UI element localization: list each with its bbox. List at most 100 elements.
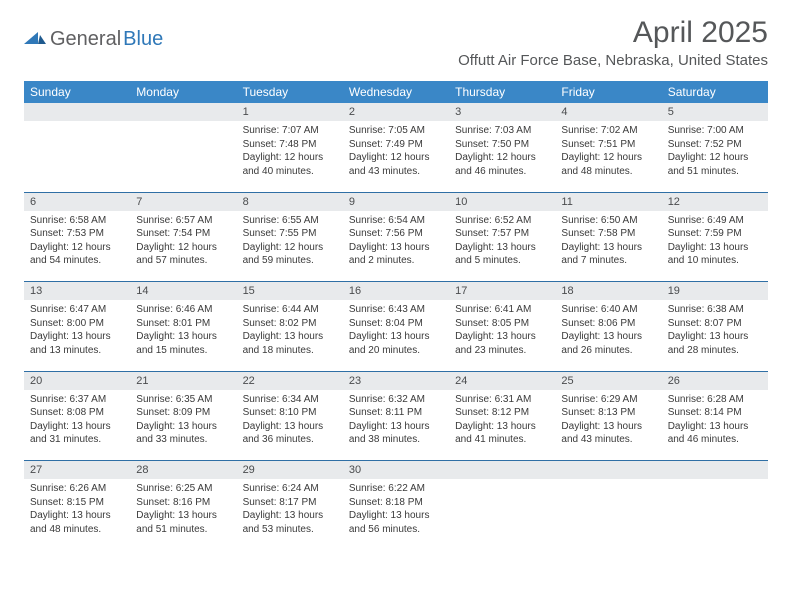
- day-details: Sunrise: 7:03 AMSunset: 7:50 PMDaylight:…: [449, 121, 555, 184]
- day-details: Sunrise: 7:02 AMSunset: 7:51 PMDaylight:…: [555, 121, 661, 184]
- calendar-day-cell: 7Sunrise: 6:57 AMSunset: 7:54 PMDaylight…: [130, 193, 236, 282]
- day-number: 21: [130, 372, 236, 390]
- day-number: 4: [555, 103, 661, 121]
- day-details: Sunrise: 6:47 AMSunset: 8:00 PMDaylight:…: [24, 300, 130, 363]
- day-number: 16: [343, 282, 449, 300]
- calendar-week-row: 27Sunrise: 6:26 AMSunset: 8:15 PMDayligh…: [24, 461, 768, 550]
- calendar-day-cell: 30Sunrise: 6:22 AMSunset: 8:18 PMDayligh…: [343, 461, 449, 550]
- day-details: Sunrise: 6:24 AMSunset: 8:17 PMDaylight:…: [237, 479, 343, 542]
- calendar-week-row: 1Sunrise: 7:07 AMSunset: 7:48 PMDaylight…: [24, 103, 768, 192]
- day-number: 14: [130, 282, 236, 300]
- day-number: 20: [24, 372, 130, 390]
- calendar-day-cell: 24Sunrise: 6:31 AMSunset: 8:12 PMDayligh…: [449, 372, 555, 461]
- day-details: Sunrise: 7:05 AMSunset: 7:49 PMDaylight:…: [343, 121, 449, 184]
- day-details: Sunrise: 6:49 AMSunset: 7:59 PMDaylight:…: [662, 211, 768, 274]
- day-number: 26: [662, 372, 768, 390]
- day-number-bar: [662, 461, 768, 479]
- logo-word-1: General: [50, 28, 121, 51]
- calendar-day-cell: 10Sunrise: 6:52 AMSunset: 7:57 PMDayligh…: [449, 193, 555, 282]
- day-details: Sunrise: 7:00 AMSunset: 7:52 PMDaylight:…: [662, 121, 768, 184]
- weekday-header: Wednesday: [343, 81, 449, 103]
- calendar-day-cell: 19Sunrise: 6:38 AMSunset: 8:07 PMDayligh…: [662, 282, 768, 371]
- day-number: 15: [237, 282, 343, 300]
- day-details: Sunrise: 6:54 AMSunset: 7:56 PMDaylight:…: [343, 211, 449, 274]
- calendar-day-cell: 12Sunrise: 6:49 AMSunset: 7:59 PMDayligh…: [662, 193, 768, 282]
- day-number: 23: [343, 372, 449, 390]
- day-number: 25: [555, 372, 661, 390]
- day-number: 3: [449, 103, 555, 121]
- calendar-week-row: 6Sunrise: 6:58 AMSunset: 7:53 PMDaylight…: [24, 193, 768, 282]
- day-number: 1: [237, 103, 343, 121]
- day-number-bar: [449, 461, 555, 479]
- calendar-table: SundayMondayTuesdayWednesdayThursdayFrid…: [24, 81, 768, 550]
- page-title: April 2025: [458, 16, 768, 50]
- day-number: 17: [449, 282, 555, 300]
- day-number: 2: [343, 103, 449, 121]
- day-details: Sunrise: 6:22 AMSunset: 8:18 PMDaylight:…: [343, 479, 449, 542]
- day-number: 19: [662, 282, 768, 300]
- calendar-day-cell: 14Sunrise: 6:46 AMSunset: 8:01 PMDayligh…: [130, 282, 236, 371]
- calendar-week-row: 13Sunrise: 6:47 AMSunset: 8:00 PMDayligh…: [24, 282, 768, 371]
- location-subtitle: Offutt Air Force Base, Nebraska, United …: [458, 52, 768, 69]
- day-details: Sunrise: 6:25 AMSunset: 8:16 PMDaylight:…: [130, 479, 236, 542]
- calendar-day-cell: 27Sunrise: 6:26 AMSunset: 8:15 PMDayligh…: [24, 461, 130, 550]
- day-number-bar: [130, 103, 236, 121]
- logo-word-2: Blue: [123, 28, 163, 51]
- day-number: 29: [237, 461, 343, 479]
- calendar-day-cell: [24, 103, 130, 192]
- calendar-day-cell: 13Sunrise: 6:47 AMSunset: 8:00 PMDayligh…: [24, 282, 130, 371]
- day-details: Sunrise: 6:28 AMSunset: 8:14 PMDaylight:…: [662, 390, 768, 453]
- day-number: 30: [343, 461, 449, 479]
- calendar-day-cell: 3Sunrise: 7:03 AMSunset: 7:50 PMDaylight…: [449, 103, 555, 192]
- day-details: Sunrise: 6:41 AMSunset: 8:05 PMDaylight:…: [449, 300, 555, 363]
- weekday-header-row: SundayMondayTuesdayWednesdayThursdayFrid…: [24, 81, 768, 103]
- day-number: 12: [662, 193, 768, 211]
- day-details: Sunrise: 6:52 AMSunset: 7:57 PMDaylight:…: [449, 211, 555, 274]
- weekday-header: Monday: [130, 81, 236, 103]
- calendar-day-cell: 17Sunrise: 6:41 AMSunset: 8:05 PMDayligh…: [449, 282, 555, 371]
- day-number: 24: [449, 372, 555, 390]
- day-details: Sunrise: 6:32 AMSunset: 8:11 PMDaylight:…: [343, 390, 449, 453]
- calendar-day-cell: 1Sunrise: 7:07 AMSunset: 7:48 PMDaylight…: [237, 103, 343, 192]
- day-number: 8: [237, 193, 343, 211]
- calendar-day-cell: 9Sunrise: 6:54 AMSunset: 7:56 PMDaylight…: [343, 193, 449, 282]
- day-details: Sunrise: 6:40 AMSunset: 8:06 PMDaylight:…: [555, 300, 661, 363]
- day-details: Sunrise: 6:35 AMSunset: 8:09 PMDaylight:…: [130, 390, 236, 453]
- calendar-day-cell: 11Sunrise: 6:50 AMSunset: 7:58 PMDayligh…: [555, 193, 661, 282]
- calendar-day-cell: 5Sunrise: 7:00 AMSunset: 7:52 PMDaylight…: [662, 103, 768, 192]
- calendar-head: SundayMondayTuesdayWednesdayThursdayFrid…: [24, 81, 768, 103]
- weekday-header: Tuesday: [237, 81, 343, 103]
- calendar-day-cell: 2Sunrise: 7:05 AMSunset: 7:49 PMDaylight…: [343, 103, 449, 192]
- logo: General Blue: [24, 28, 163, 51]
- title-block: April 2025 Offutt Air Force Base, Nebras…: [458, 16, 768, 77]
- day-number: 13: [24, 282, 130, 300]
- calendar-day-cell: 18Sunrise: 6:40 AMSunset: 8:06 PMDayligh…: [555, 282, 661, 371]
- calendar-week-row: 20Sunrise: 6:37 AMSunset: 8:08 PMDayligh…: [24, 372, 768, 461]
- day-details: Sunrise: 6:58 AMSunset: 7:53 PMDaylight:…: [24, 211, 130, 274]
- calendar-day-cell: 26Sunrise: 6:28 AMSunset: 8:14 PMDayligh…: [662, 372, 768, 461]
- day-number: 9: [343, 193, 449, 211]
- day-number: 7: [130, 193, 236, 211]
- day-details: Sunrise: 6:29 AMSunset: 8:13 PMDaylight:…: [555, 390, 661, 453]
- day-number: 5: [662, 103, 768, 121]
- day-details: Sunrise: 6:55 AMSunset: 7:55 PMDaylight:…: [237, 211, 343, 274]
- calendar-day-cell: 29Sunrise: 6:24 AMSunset: 8:17 PMDayligh…: [237, 461, 343, 550]
- day-details: Sunrise: 6:38 AMSunset: 8:07 PMDaylight:…: [662, 300, 768, 363]
- day-details: Sunrise: 6:43 AMSunset: 8:04 PMDaylight:…: [343, 300, 449, 363]
- calendar-day-cell: [555, 461, 661, 550]
- calendar-day-cell: 6Sunrise: 6:58 AMSunset: 7:53 PMDaylight…: [24, 193, 130, 282]
- day-number: 22: [237, 372, 343, 390]
- calendar-day-cell: 15Sunrise: 6:44 AMSunset: 8:02 PMDayligh…: [237, 282, 343, 371]
- day-number-bar: [555, 461, 661, 479]
- calendar-page: General Blue April 2025 Offutt Air Force…: [0, 0, 792, 574]
- day-details: Sunrise: 6:50 AMSunset: 7:58 PMDaylight:…: [555, 211, 661, 274]
- weekday-header: Sunday: [24, 81, 130, 103]
- day-details: Sunrise: 6:46 AMSunset: 8:01 PMDaylight:…: [130, 300, 236, 363]
- day-number: 11: [555, 193, 661, 211]
- calendar-day-cell: 20Sunrise: 6:37 AMSunset: 8:08 PMDayligh…: [24, 372, 130, 461]
- calendar-day-cell: 28Sunrise: 6:25 AMSunset: 8:16 PMDayligh…: [130, 461, 236, 550]
- day-number: 18: [555, 282, 661, 300]
- calendar-day-cell: 4Sunrise: 7:02 AMSunset: 7:51 PMDaylight…: [555, 103, 661, 192]
- day-details: Sunrise: 6:37 AMSunset: 8:08 PMDaylight:…: [24, 390, 130, 453]
- day-number: 28: [130, 461, 236, 479]
